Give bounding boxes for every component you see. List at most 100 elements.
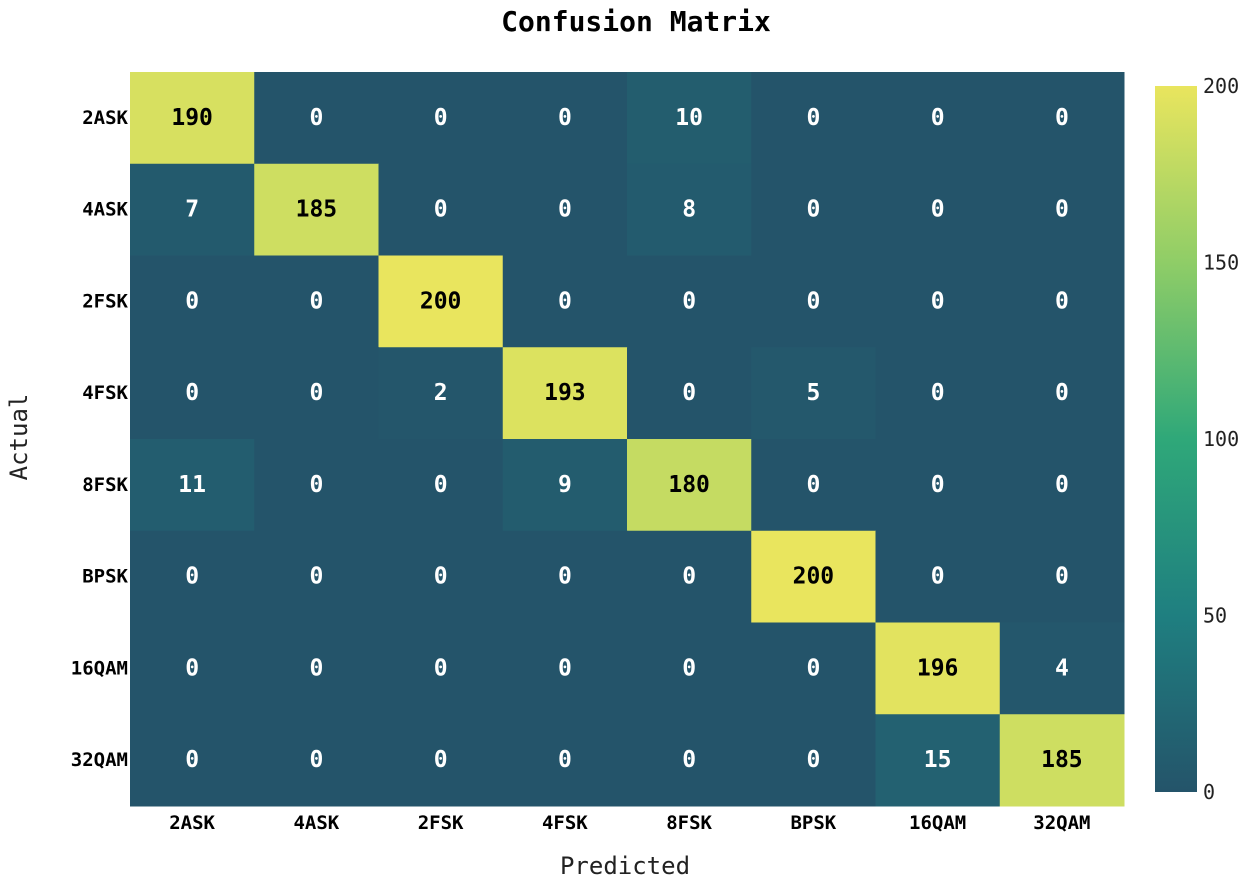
heatmap-cell-value: 0 xyxy=(806,472,820,498)
colorbar-tick-label: 200 xyxy=(1203,74,1239,98)
heatmap-cell xyxy=(875,622,1001,715)
heatmap-cell xyxy=(999,163,1125,256)
heatmap-cell xyxy=(875,72,1001,165)
heatmap-cell xyxy=(378,530,504,623)
heatmap-cell xyxy=(502,714,628,807)
heatmap-cell-value: 11 xyxy=(178,472,206,498)
colorbar-tick-label: 50 xyxy=(1203,604,1227,628)
heatmap-cell xyxy=(751,714,876,807)
x-tick-label: 8FSK xyxy=(666,812,712,834)
y-tick-label: 32QAM xyxy=(71,749,128,771)
heatmap-cell-value: 0 xyxy=(434,564,448,590)
heatmap-cell-value: 0 xyxy=(309,472,323,498)
heatmap-cell-value: 0 xyxy=(309,747,323,773)
heatmap-cell xyxy=(378,255,504,348)
x-tick-label: 32QAM xyxy=(1033,812,1090,834)
heatmap-cell xyxy=(502,622,628,715)
heatmap-cell-value: 180 xyxy=(668,472,710,498)
heatmap-cells xyxy=(130,72,1125,807)
heatmap-cell xyxy=(130,255,255,348)
heatmap-cell-labels: 190 0 0 0 10 0 0 0 7 185 0 0 8 0 0 0 0 0 200 0 0 0 0 0 0 0 2 193 0 5 0… xyxy=(171,105,1082,773)
heatmap-cell xyxy=(502,255,628,348)
heatmap-cell-value: 0 xyxy=(806,197,820,223)
heatmap-cell xyxy=(627,530,752,623)
x-axis-tick-labels: 2ASK 4ASK 2FSK 4FSK 8FSK BPSK 16QAM 32QAM xyxy=(169,812,1090,834)
heatmap-cell xyxy=(130,439,255,532)
heatmap-cell xyxy=(751,439,876,532)
heatmap-cell-value: 0 xyxy=(185,747,199,773)
heatmap-cell xyxy=(502,347,628,440)
heatmap-cell xyxy=(627,163,752,256)
heatmap-cell xyxy=(502,163,628,256)
heatmap-cell-value: 0 xyxy=(682,380,696,406)
heatmap-cell-value: 0 xyxy=(806,288,820,314)
heatmap-cell-value: 0 xyxy=(1055,105,1069,131)
heatmap-cell-value: 0 xyxy=(185,380,199,406)
chart-title: Confusion Matrix xyxy=(501,5,771,38)
heatmap-cell-value: 0 xyxy=(931,288,945,314)
heatmap-cell-value: 4 xyxy=(1055,655,1069,681)
heatmap-cell-value: 0 xyxy=(806,747,820,773)
heatmap-cell-value: 0 xyxy=(931,472,945,498)
heatmap-cell xyxy=(502,439,628,532)
heatmap-cell xyxy=(999,714,1125,807)
heatmap-cell-value: 0 xyxy=(434,655,448,681)
heatmap-cell-value: 0 xyxy=(309,564,323,590)
heatmap-cell xyxy=(627,439,752,532)
heatmap-cell xyxy=(130,622,255,715)
heatmap-cell xyxy=(130,72,255,165)
heatmap-cell xyxy=(627,622,752,715)
heatmap-cell xyxy=(378,347,504,440)
heatmap-cell-value: 0 xyxy=(682,747,696,773)
heatmap-cell xyxy=(751,255,876,348)
x-tick-label: 16QAM xyxy=(909,812,966,834)
heatmap-cell-value: 196 xyxy=(917,655,959,681)
heatmap-cell xyxy=(999,72,1125,165)
heatmap-cell-value: 0 xyxy=(558,564,572,590)
x-tick-label: BPSK xyxy=(790,812,836,834)
heatmap-cell-value: 0 xyxy=(558,105,572,131)
heatmap-cell-value: 9 xyxy=(558,472,572,498)
heatmap-cell xyxy=(999,622,1125,715)
heatmap-cell-value: 0 xyxy=(1055,288,1069,314)
heatmap-cell-value: 0 xyxy=(309,380,323,406)
heatmap-cell-value: 15 xyxy=(924,747,952,773)
y-tick-label: 8FSK xyxy=(82,474,128,496)
heatmap-cell-value: 0 xyxy=(1055,564,1069,590)
heatmap-cell-value: 0 xyxy=(682,655,696,681)
x-tick-label: 4ASK xyxy=(293,812,339,834)
heatmap-cell-value: 0 xyxy=(806,655,820,681)
heatmap-cell-value: 185 xyxy=(1041,747,1083,773)
heatmap-cell-value: 0 xyxy=(309,288,323,314)
heatmap-cell-value: 0 xyxy=(806,105,820,131)
heatmap-cell-value: 0 xyxy=(931,564,945,590)
heatmap-cell-value: 0 xyxy=(1055,380,1069,406)
heatmap-cell xyxy=(502,72,628,165)
heatmap-cell-value: 0 xyxy=(434,197,448,223)
heatmap-cell-value: 7 xyxy=(185,197,199,223)
heatmap-cell-value: 190 xyxy=(171,105,213,131)
heatmap-cell xyxy=(254,255,379,348)
y-tick-label: 2FSK xyxy=(82,290,128,312)
heatmap-cell-value: 200 xyxy=(420,288,462,314)
y-tick-label: 16QAM xyxy=(71,657,128,679)
heatmap-cell xyxy=(999,530,1125,623)
heatmap-cell xyxy=(254,439,379,532)
heatmap-cell xyxy=(751,72,876,165)
colorbar-tick-label: 0 xyxy=(1203,780,1215,804)
heatmap-cell-value: 10 xyxy=(675,105,703,131)
heatmap-cell xyxy=(875,439,1001,532)
heatmap-cell xyxy=(130,163,255,256)
heatmap-cell xyxy=(751,163,876,256)
heatmap-cell-value: 0 xyxy=(1055,197,1069,223)
heatmap-cell-value: 0 xyxy=(558,655,572,681)
heatmap-cell xyxy=(130,714,255,807)
heatmap-cell-value: 200 xyxy=(793,564,835,590)
colorbar-tick-label: 150 xyxy=(1203,251,1239,275)
colorbar-tick-labels: 0 50 100 150 200 xyxy=(1203,74,1239,804)
heatmap-cell-value: 185 xyxy=(296,197,338,223)
heatmap-cell xyxy=(502,530,628,623)
heatmap-cell-value: 0 xyxy=(185,655,199,681)
heatmap-cell xyxy=(627,714,752,807)
heatmap-cell-value: 0 xyxy=(434,105,448,131)
